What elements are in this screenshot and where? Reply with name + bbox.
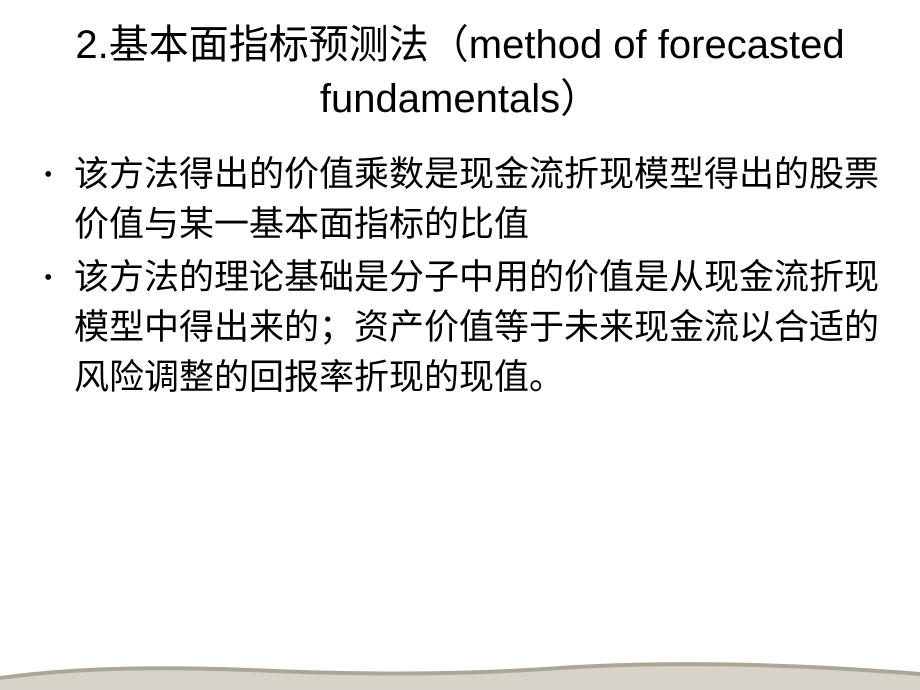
slide-container: 2.基本面指标预测法（method of forecasted fundamen… — [0, 0, 920, 690]
bullet-text: 该方法得出的价值乘数是现金流折现模型得出的股票价值与某一基本面指标的比值 — [74, 150, 880, 249]
footer-decoration — [0, 654, 920, 690]
slide-content: • 该方法得出的价值乘数是现金流折现模型得出的股票价值与某一基本面指标的比值 •… — [40, 150, 880, 402]
bullet-marker: • — [44, 162, 52, 189]
slide-title: 2.基本面指标预测法（method of forecasted fundamen… — [40, 18, 880, 126]
bullet-marker: • — [44, 265, 52, 292]
bullet-item: • 该方法得出的价值乘数是现金流折现模型得出的股票价值与某一基本面指标的比值 — [74, 150, 880, 249]
bullet-item: • 该方法的理论基础是分子中用的价值是从现金流折现模型中得出来的；资产价值等于未… — [74, 253, 880, 402]
bullet-text: 该方法的理论基础是分子中用的价值是从现金流折现模型中得出来的；资产价值等于未来现… — [74, 253, 880, 402]
